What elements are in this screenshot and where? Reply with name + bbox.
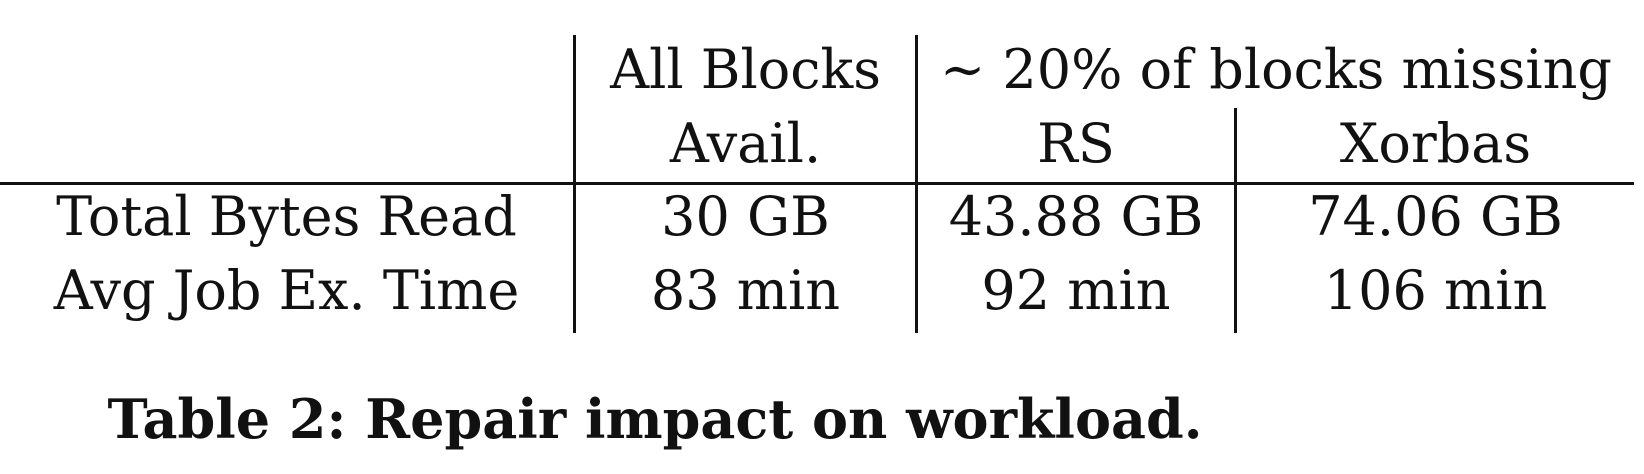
- header-rs: RS: [1037, 112, 1115, 175]
- header-rule: [0, 182, 1634, 185]
- cell-avg-job-avail: 83 min: [650, 259, 841, 322]
- cell-total-bytes-rs: 43.88 GB: [948, 185, 1204, 248]
- row-label-avg-job-ex-time: Avg Job Ex. Time: [53, 259, 520, 322]
- cell-total-bytes-avail: 30 GB: [661, 185, 830, 248]
- column-rule-3: [1234, 108, 1237, 333]
- header-xorbas: Xorbas: [1339, 112, 1532, 175]
- header-avail: Avail.: [669, 112, 822, 175]
- results-table: All Blocks ∼ 20% of blocks missing Avail…: [0, 35, 1634, 333]
- header-missing-group: ∼ 20% of blocks missing: [940, 38, 1612, 101]
- cell-avg-job-rs: 92 min: [981, 259, 1171, 322]
- cell-total-bytes-xorbas: 74.06 GB: [1308, 185, 1563, 248]
- row-label-total-bytes-read: Total Bytes Read: [56, 185, 517, 248]
- header-all-blocks: All Blocks: [610, 38, 881, 101]
- cell-avg-job-xorbas: 106 min: [1323, 259, 1548, 322]
- table-caption: Table 2: Repair impact on workload.: [107, 387, 1203, 451]
